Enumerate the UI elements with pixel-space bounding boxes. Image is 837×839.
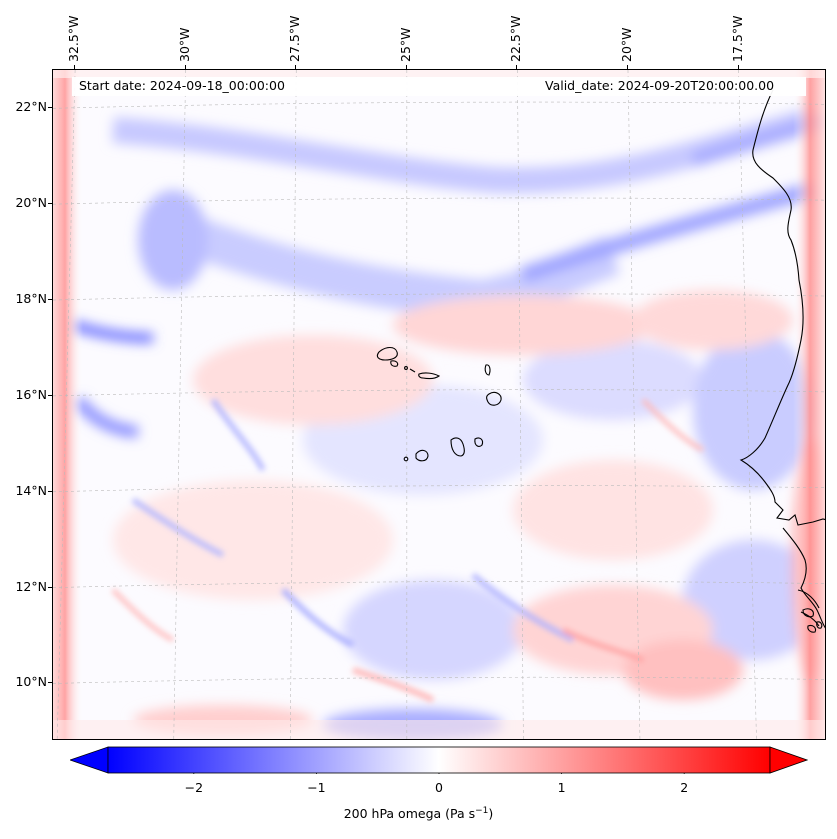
island-santo-antao — [376, 346, 398, 361]
latitude-tick — [48, 203, 52, 205]
island-boa-vista — [486, 391, 502, 406]
longitude-tick — [74, 65, 76, 69]
colorbar-extend-high — [769, 746, 808, 774]
latitude-tick — [48, 490, 52, 492]
colorbar-extend-low — [70, 746, 109, 774]
colorbar-label-close: ) — [488, 806, 494, 822]
longitude-tick — [184, 65, 186, 69]
meridian-gridline — [738, 70, 757, 739]
longitude-tick — [516, 65, 518, 69]
latitude-label: 20°N — [15, 195, 47, 211]
meridian-gridline — [627, 70, 641, 739]
longitude-label: 22.5°W — [508, 15, 524, 62]
longitude-label: 20°W — [618, 27, 634, 62]
colorbar-tick-label: 2 — [680, 780, 689, 795]
omega-field-map — [53, 70, 825, 739]
map-gridlines — [53, 70, 825, 739]
coastline — [376, 89, 825, 633]
colorbar-label-text: 200 hPa omega (Pa s — [343, 806, 476, 822]
island-fogo — [415, 449, 429, 462]
latitude-label: 12°N — [15, 578, 47, 594]
parallel-gridline — [53, 389, 825, 397]
longitude-label: 17.5°W — [729, 15, 745, 62]
island-sao-nicolau — [418, 372, 441, 380]
parallel-gridline — [53, 676, 825, 684]
latitude-label: 18°N — [15, 291, 47, 307]
date-banner — [72, 77, 806, 96]
latitude-tick — [48, 299, 52, 301]
colorbar-body — [107, 746, 771, 774]
island-brava — [403, 456, 409, 462]
meridian-gridline — [173, 70, 186, 739]
colorbar-tick-label: −1 — [307, 780, 326, 795]
longitude-label: 32.5°W — [66, 15, 82, 62]
colorbar — [70, 746, 808, 774]
latitude-label: 14°N — [15, 482, 47, 498]
meridian-gridline — [517, 70, 524, 739]
island-sal — [484, 364, 491, 376]
longitude-tick — [737, 65, 739, 69]
colorbar-label: 200 hPa omega (Pa s−1) — [0, 806, 837, 821]
island-santiago — [450, 437, 465, 457]
colorbar-tick-label: 1 — [557, 780, 566, 795]
longitude-tick — [405, 65, 407, 69]
valid-date-label: Valid_date: 2024-09-20T20:00:00.00 — [545, 78, 775, 93]
map-panel — [52, 69, 826, 740]
colorbar-label-exponent: −1 — [475, 806, 489, 816]
longitude-label: 30°W — [176, 27, 192, 62]
colorbar-tick-label: −2 — [184, 780, 204, 795]
parallel-gridline — [53, 485, 825, 493]
latitude-label: 10°N — [15, 674, 47, 690]
parallel-gridline — [53, 581, 825, 588]
latitude-label: 16°N — [15, 386, 47, 402]
start-date-label: Start date: 2024-09-18_00:00:00 — [79, 78, 285, 93]
africa-coastline — [739, 89, 825, 526]
longitude-tick — [626, 65, 628, 69]
island-sao-vicente — [390, 360, 399, 367]
latitude-tick — [48, 107, 52, 109]
latitude-tick — [48, 586, 52, 588]
longitude-label: 27.5°W — [287, 15, 303, 62]
parallel-gridline — [53, 293, 825, 301]
parallel-gridline — [53, 101, 825, 109]
island-maio — [474, 437, 484, 447]
longitude-tick — [295, 65, 297, 69]
colorbar-tick-label: 0 — [435, 780, 443, 795]
omega-field — [53, 70, 825, 739]
longitude-label: 25°W — [397, 27, 413, 62]
parallel-gridline — [53, 197, 825, 205]
meridian-gridline — [289, 70, 297, 739]
meridian-gridline — [56, 70, 76, 739]
latitude-label: 22°N — [15, 99, 47, 115]
latitude-tick — [48, 394, 52, 396]
latitude-tick — [48, 682, 52, 684]
